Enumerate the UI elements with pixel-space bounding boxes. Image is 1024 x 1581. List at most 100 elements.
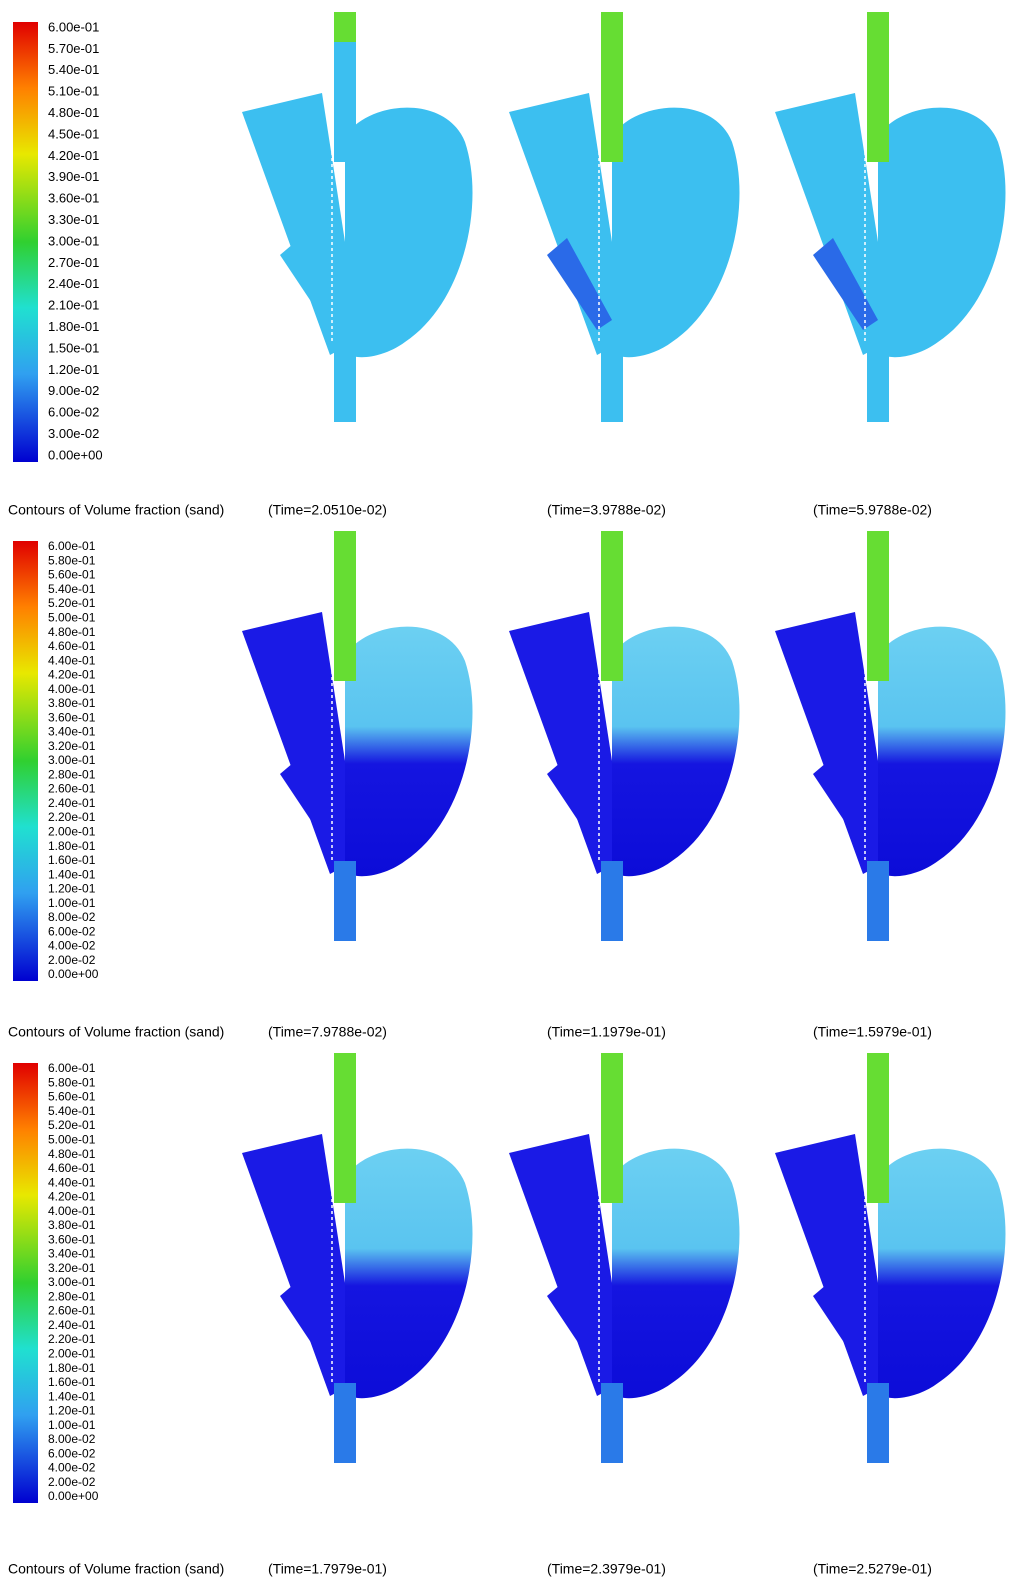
pipe-tip xyxy=(601,12,623,42)
legend-label: 2.00e-01 xyxy=(48,825,96,839)
pipe-top xyxy=(601,1053,623,1203)
legend-label: 1.60e-01 xyxy=(48,853,96,867)
legend-label: 4.80e-01 xyxy=(48,105,99,120)
pipe-tip xyxy=(601,1053,623,1083)
vessel xyxy=(612,107,740,358)
pipe-top xyxy=(334,12,356,162)
legend-label: 6.00e-01 xyxy=(48,539,96,553)
legend-label: 4.60e-01 xyxy=(48,639,96,653)
legend-label: 4.00e-02 xyxy=(48,939,96,953)
plate-lower xyxy=(813,238,878,330)
caption: Contours of Volume fraction (sand) xyxy=(8,1561,224,1577)
legend-label: 6.00e-01 xyxy=(48,19,99,34)
plate xyxy=(242,612,360,874)
vessel xyxy=(878,626,1006,877)
color-bar xyxy=(13,22,38,462)
plate xyxy=(775,612,893,874)
plate-lower xyxy=(280,757,345,849)
pipe-bottom xyxy=(867,1383,889,1463)
legend-label: 5.00e-01 xyxy=(48,1133,96,1147)
legend-label: 1.80e-01 xyxy=(48,1361,96,1375)
legend-label: 6.00e-02 xyxy=(48,924,96,938)
plate xyxy=(242,1134,360,1396)
legend-label: 5.60e-01 xyxy=(48,1090,96,1104)
caption: Contours of Volume fraction (sand) xyxy=(8,502,224,518)
legend-label: 1.60e-01 xyxy=(48,1375,96,1389)
pipe-top xyxy=(334,1053,356,1203)
plate xyxy=(509,612,627,874)
plate xyxy=(509,1134,627,1396)
legend-label: 2.00e-02 xyxy=(48,953,96,967)
legend-label: 2.20e-01 xyxy=(48,1332,96,1346)
legend-label: 0.00e+00 xyxy=(48,967,99,981)
legend-label: 5.40e-01 xyxy=(48,62,99,77)
vessel xyxy=(878,1148,1006,1399)
time-label: (Time=1.7979e-01) xyxy=(268,1561,387,1577)
pipe-bottom xyxy=(334,342,356,422)
pipe-bottom xyxy=(867,861,889,941)
legend-label: 4.20e-01 xyxy=(48,1190,96,1204)
plate xyxy=(509,93,627,355)
legend-label: 2.40e-01 xyxy=(48,796,96,810)
legend-label: 5.80e-01 xyxy=(48,1075,96,1089)
legend-label: 4.00e-01 xyxy=(48,1204,96,1218)
legend-label: 4.20e-01 xyxy=(48,148,99,163)
plate-lower xyxy=(280,1279,345,1371)
pipe-bottom xyxy=(601,861,623,941)
legend-label: 1.00e-01 xyxy=(48,896,96,910)
pipe-top xyxy=(867,1053,889,1203)
legend-label: 8.00e-02 xyxy=(48,1432,96,1446)
legend-label: 2.80e-01 xyxy=(48,1289,96,1303)
legend-label: 2.10e-01 xyxy=(48,298,99,313)
plate xyxy=(775,1134,893,1396)
legend-label: 1.40e-01 xyxy=(48,1389,96,1403)
vessel xyxy=(345,1148,473,1399)
legend-label: 5.80e-01 xyxy=(48,553,96,567)
legend-label: 5.20e-01 xyxy=(48,596,96,610)
time-label: (Time=2.0510e-02) xyxy=(268,502,387,518)
legend-label: 5.20e-01 xyxy=(48,1118,96,1132)
legend-label: 5.10e-01 xyxy=(48,84,99,99)
legend-label: 3.20e-01 xyxy=(48,739,96,753)
pipe-tip xyxy=(334,1053,356,1083)
pipe-tip xyxy=(601,531,623,561)
plate-lower xyxy=(280,238,345,330)
vessel xyxy=(345,107,473,358)
legend-label: 2.70e-01 xyxy=(48,255,99,270)
legend-label: 3.90e-01 xyxy=(48,169,99,184)
legend-label: 1.50e-01 xyxy=(48,340,99,355)
pipe-bottom xyxy=(601,342,623,422)
legend-label: 2.20e-01 xyxy=(48,810,96,824)
legend-label: 3.60e-01 xyxy=(48,191,99,206)
pipe-bottom xyxy=(334,861,356,941)
legend-label: 5.40e-01 xyxy=(48,582,96,596)
vessel xyxy=(345,626,473,877)
legend-label: 5.60e-01 xyxy=(48,568,96,582)
legend-label: 2.00e-01 xyxy=(48,1347,96,1361)
legend-label: 1.40e-01 xyxy=(48,867,96,881)
plate-lower xyxy=(547,1279,612,1371)
legend-label: 2.60e-01 xyxy=(48,782,96,796)
time-label: (Time=2.5279e-01) xyxy=(813,1561,932,1577)
legend-label: 5.70e-01 xyxy=(48,41,99,56)
pipe-tip xyxy=(334,12,356,42)
legend-label: 2.40e-01 xyxy=(48,276,99,291)
legend-label: 4.50e-01 xyxy=(48,126,99,141)
time-label: (Time=2.3979e-01) xyxy=(547,1561,666,1577)
legend-label: 3.60e-01 xyxy=(48,1232,96,1246)
time-label: (Time=1.5979e-01) xyxy=(813,1024,932,1040)
legend-label: 6.00e-02 xyxy=(48,1446,96,1460)
legend-label: 4.20e-01 xyxy=(48,668,96,682)
pipe-top xyxy=(867,12,889,162)
legend-label: 4.40e-01 xyxy=(48,1175,96,1189)
pipe-bottom xyxy=(867,342,889,422)
legend-label: 2.60e-01 xyxy=(48,1304,96,1318)
pipe-tip xyxy=(867,1053,889,1083)
legend-label: 1.20e-01 xyxy=(48,882,96,896)
plate-lower xyxy=(547,757,612,849)
legend-label: 3.60e-01 xyxy=(48,710,96,724)
legend-label: 6.00e-02 xyxy=(48,405,99,420)
vessel xyxy=(878,107,1006,358)
plate-lower xyxy=(813,757,878,849)
pipe-tip xyxy=(867,12,889,42)
